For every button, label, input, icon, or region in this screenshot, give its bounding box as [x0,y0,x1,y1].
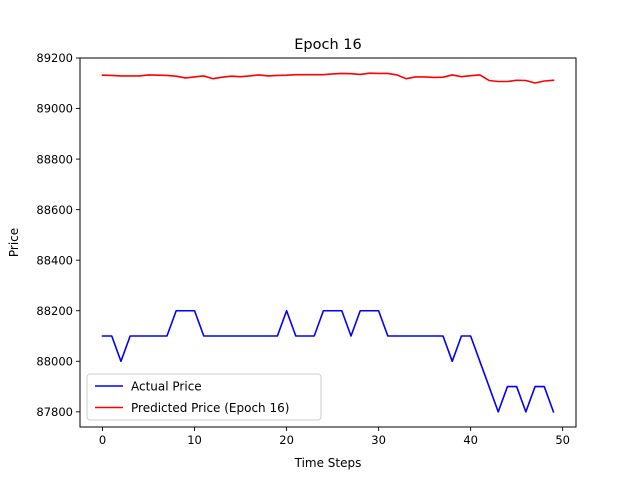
y-tick-label: 88400 [36,253,73,267]
x-axis-label: Time Steps [294,456,362,470]
x-tick-label: 30 [371,433,386,447]
x-tick-label: 10 [187,433,202,447]
legend-label-2: Predicted Price (Epoch 16) [131,401,289,415]
y-tick-label: 88800 [36,152,73,166]
legend-label-1: Actual Price [131,380,202,394]
y-tick-label: 89200 [36,51,73,65]
y-tick-label: 89000 [36,102,73,116]
x-tick-label: 20 [279,433,294,447]
legend-box [86,373,322,421]
y-tick-label: 87800 [36,405,73,419]
y-axis-label: Price [7,228,21,257]
x-tick-label: 0 [99,433,106,447]
x-tick-label: 40 [463,433,478,447]
y-tick-label: 88000 [36,354,73,368]
y-tick-label: 88600 [36,203,73,217]
x-tick-label: 50 [555,433,570,447]
series-line-2 [101,72,555,84]
series-layer [101,72,555,413]
chart-title: Epoch 16 [294,37,361,53]
series-line-1 [101,309,555,413]
ticks-layer: 0 10 20 30 40 50 87800 88000 88200 88400 88600 8880… [36,51,570,447]
axes-frame [79,57,577,428]
legend: Actual Price Predicted Price (Epoch 16) [86,373,322,421]
y-tick-label: 88200 [36,304,73,318]
